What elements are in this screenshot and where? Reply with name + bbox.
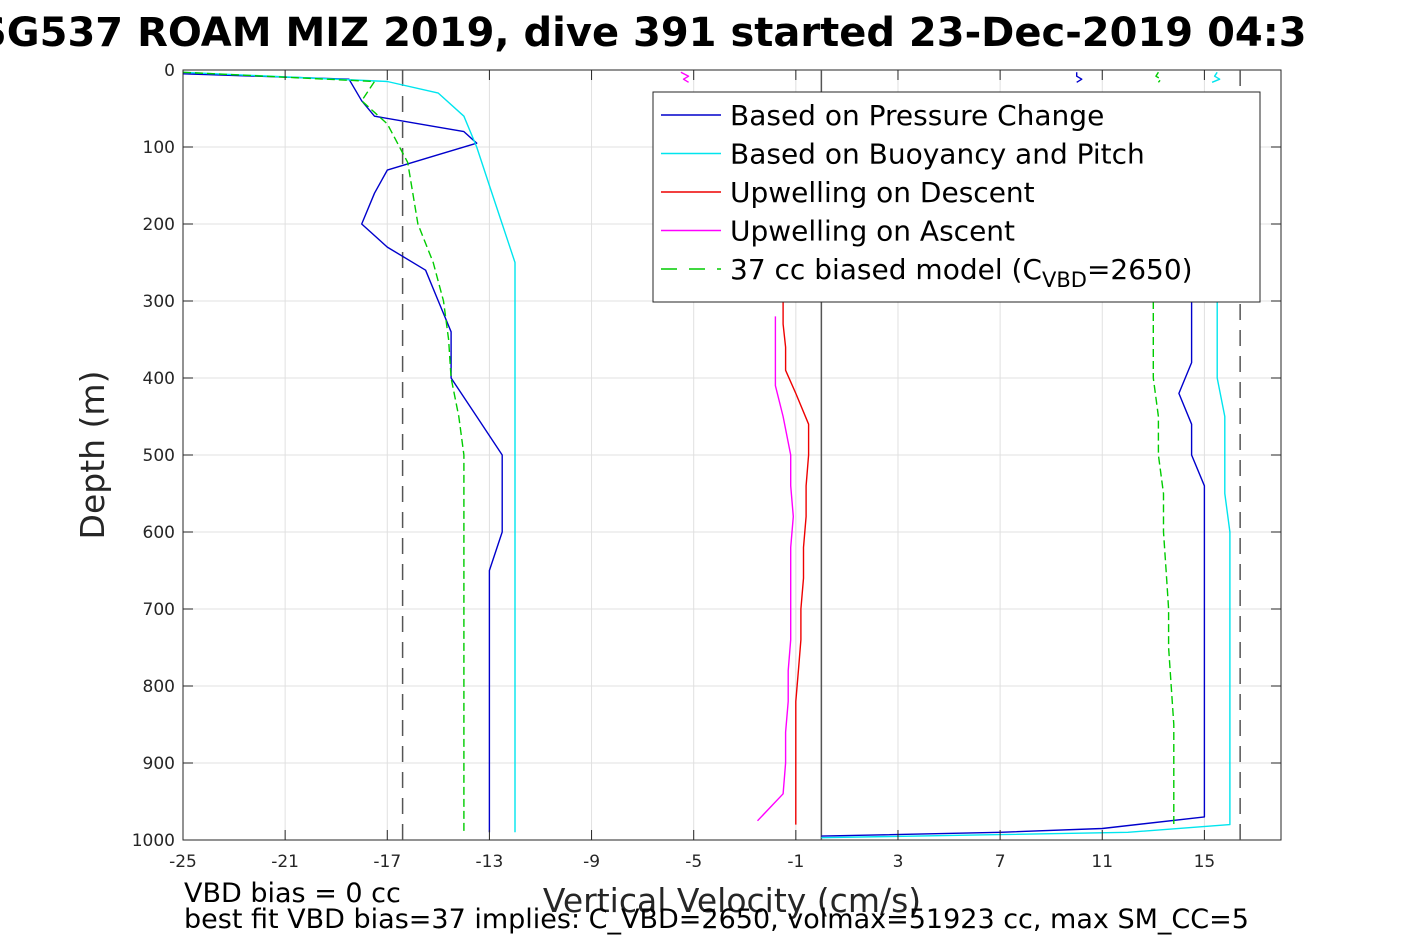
x-axis-label: Vertical Velocity (cm/s) [543,881,921,920]
x-tick-label: -25 [169,852,197,872]
y-tick-label: 1000 [132,831,175,851]
series-line [782,301,810,825]
y-tick-label: 900 [143,754,175,774]
series-line [1211,71,1221,83]
series-line [756,316,794,822]
y-tick-label: 300 [143,292,175,312]
y-tick-label: 0 [164,61,175,81]
y-tick-label: 400 [143,369,175,389]
y-axis-label: Depth (m) [73,371,112,540]
x-tick-label: -13 [476,852,504,872]
x-tick-label: -9 [583,852,600,872]
chart-title: SG537 ROAM MIZ 2019, dive 391 started 23… [0,10,1307,56]
series-line [1155,71,1162,83]
series-line [182,73,503,833]
x-tick-label: 11 [1091,852,1113,872]
legend-box [652,91,1261,303]
legend-label: Upwelling on Descent [730,176,1035,209]
legend-label: 37 cc biased model (CVBD=2650) [730,253,1193,292]
series-line [182,71,516,833]
series-group [182,71,1231,839]
x-tick-label: -5 [685,852,702,872]
legend: Based on Pressure Change Based on Buoyanc… [652,91,1261,303]
series-line [1075,72,1083,83]
series-line [1152,301,1175,825]
x-tick-label: 3 [893,852,904,872]
legend-label: Based on Buoyancy and Pitch [730,138,1145,171]
y-tick-label: 600 [143,523,175,543]
y-tick-label: 200 [143,215,175,235]
x-tick-label: 7 [995,852,1006,872]
x-tick-label: -21 [271,852,299,872]
series-line [821,301,1206,837]
x-axis-ticks: -25 -21 -17 -13 -9 -5 -1 3 7 11 15 [169,70,1215,872]
best-fit-note: best fit VBD bias=37 implies: C_VBD=2650… [184,904,1249,935]
x-tick-label: -17 [373,852,401,872]
vbd-bias-note: VBD bias = 0 cc [184,878,401,909]
x-tick-label: -1 [787,852,804,872]
legend-label: Upwelling on Ascent [730,215,1015,248]
y-tick-label: 700 [143,600,175,620]
y-tick-label: 100 [143,138,175,158]
y-tick-label: 500 [143,446,175,466]
series-line [821,301,1231,839]
legend-label: Based on Pressure Change [730,99,1104,132]
y-tick-label: 800 [143,677,175,697]
series-line [680,71,690,83]
y-axis-ticks: 0 100 200 300 400 500 600 700 800 900 1000 [132,61,1281,851]
series-line [182,71,465,833]
x-tick-label: 15 [1194,852,1216,872]
